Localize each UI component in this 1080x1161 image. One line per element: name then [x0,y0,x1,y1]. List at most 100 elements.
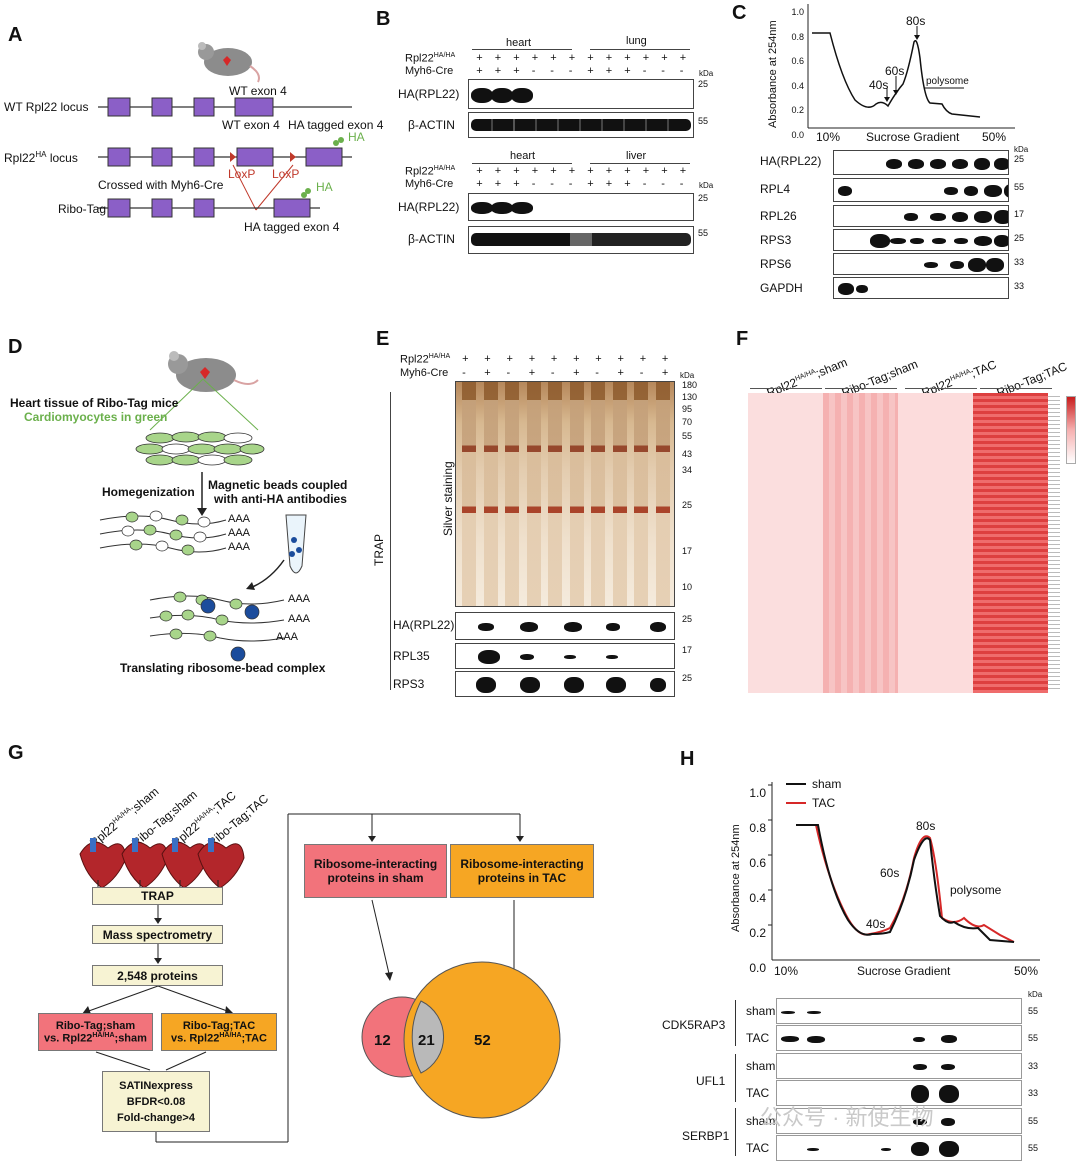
e-row-marker: 17 [682,645,693,655]
b-bot-line-heart [472,163,572,164]
sign: + [494,52,502,64]
g-tac-box-1: Ribosome-interacting [460,857,584,871]
sign: + [513,178,520,190]
g-sham-box-1: Ribosome-interacting [313,857,438,871]
e-genotype-text: Rpl22 [400,353,429,366]
b-top-m25: 25 [698,79,709,89]
actin-band-strip [471,119,691,131]
h-legend-tac: TAC [812,796,836,810]
e-marker: 55 [682,431,693,441]
ha-locus-sup: HA [35,150,47,159]
c-blot-rps3 [833,229,1009,251]
c-marker: 33 [1014,281,1025,291]
h-protein-cdk5rap3: CDK5RAP3 [662,1018,726,1032]
band [994,235,1008,247]
band [952,158,968,169]
sign: + [624,52,631,64]
sign: + [476,178,483,190]
band [476,677,496,693]
ribotag-label: Ribo-Tag [58,202,107,216]
h-legend-sham: sham [812,777,842,791]
b-top-m55: 55 [698,116,709,126]
sign: + [513,165,520,177]
d-aaa-3: AAA [228,541,251,553]
actin-band-strip [471,233,691,246]
h-bracket-3 [735,1108,736,1156]
c-row-label: HA(RPL22) [760,154,822,168]
h-blot-row [776,1080,1022,1106]
h-ytick: 1.0 [749,786,766,800]
sign: + [624,65,631,77]
sign: + [661,367,669,379]
panel-label-a: A [8,24,23,46]
sign: + [476,52,483,64]
sign: - [550,178,554,190]
sign: + [550,353,558,365]
b-top-line-lung [590,49,690,50]
band [478,650,500,664]
band [781,1036,799,1042]
b-bot-genotype-label: Rpl22HA/HA [405,165,455,178]
b-bot-m25: 25 [698,193,709,203]
b-bot-m55: 55 [698,228,709,238]
g-cmp2-b-sup: HA/HA [219,1031,242,1039]
h-blot-row [776,1053,1022,1079]
c-row-label: RPS3 [760,233,792,247]
e-blot-row [455,643,675,669]
sign: + [617,353,624,365]
c-peak-40s: 40s [869,78,889,92]
f-group-line [905,388,977,389]
g-satin-1: SATINexpress [119,1079,193,1092]
e-marker: 17 [682,546,693,556]
band [564,622,582,632]
gel-lane [483,382,498,606]
band [606,677,626,693]
b-bot-row-actin: β-ACTIN [408,232,455,246]
gel-lane [548,382,562,606]
sign: + [661,353,669,365]
b-top-line-heart [472,49,572,50]
sign: + [639,353,647,365]
sign: + [617,367,624,379]
h-x-mid: Sucrose Gradient [857,964,951,978]
h-row-label: TAC [746,1031,770,1045]
sign: + [550,165,557,177]
panel-label-f: F [736,328,749,350]
wt-exon4-label: WT exon 4 [222,118,280,132]
band [471,202,493,214]
sign: + [494,178,502,190]
c-marker: 25 [1014,154,1025,164]
f-group-line [980,388,1052,389]
c-ytick: 0.4 [791,80,804,91]
e-blot-row [455,612,675,640]
heat-block [898,393,973,693]
gel-lane [526,382,541,606]
g-cmp1-b: vs. Rpl22HA/HA;sham [44,1032,147,1045]
ha-locus-text: Rpl22 [4,151,36,165]
g-cmp1-b-post: ;sham [114,1032,147,1045]
band [911,1085,929,1103]
d-aaa-5: AAA [288,613,311,625]
sign: + [587,52,594,64]
e-marker: 95 [682,404,693,414]
sign: + [484,353,491,365]
loxp-label-1: LoxP [228,167,256,181]
sign: + [642,165,650,177]
heat-block [973,393,1048,693]
g-cmp2-b: vs. Rpl22HA/HA;TAC [171,1032,267,1045]
h-peak-80s: 80s [916,819,936,833]
b-bot-line-liver [590,163,690,164]
c-peak-80s: 80s [906,14,926,28]
gel-lane [634,382,648,606]
e-marker: 180 [682,380,698,390]
h-row-label: TAC [746,1141,770,1155]
b-bot-blot-actin [468,226,694,254]
h-yticks: 1.0 0.8 0.6 0.4 0.2 0.0 [740,776,766,986]
h-blot-row [776,1025,1022,1051]
sign: - [679,65,684,77]
c-x-mid: Sucrose Gradient [866,130,960,144]
b-top-tissue-lung: lung [626,35,647,47]
sign: + [531,165,539,177]
